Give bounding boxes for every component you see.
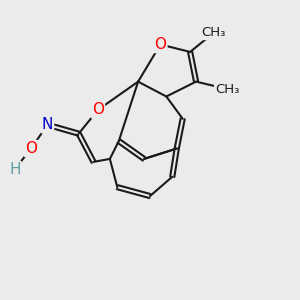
- Text: N: N: [42, 117, 53, 132]
- Text: O: O: [25, 141, 37, 156]
- Text: CH₃: CH₃: [215, 82, 239, 96]
- Text: H: H: [9, 162, 20, 177]
- Text: CH₃: CH₃: [202, 26, 226, 39]
- Text: O: O: [92, 102, 104, 117]
- Text: O: O: [154, 37, 166, 52]
